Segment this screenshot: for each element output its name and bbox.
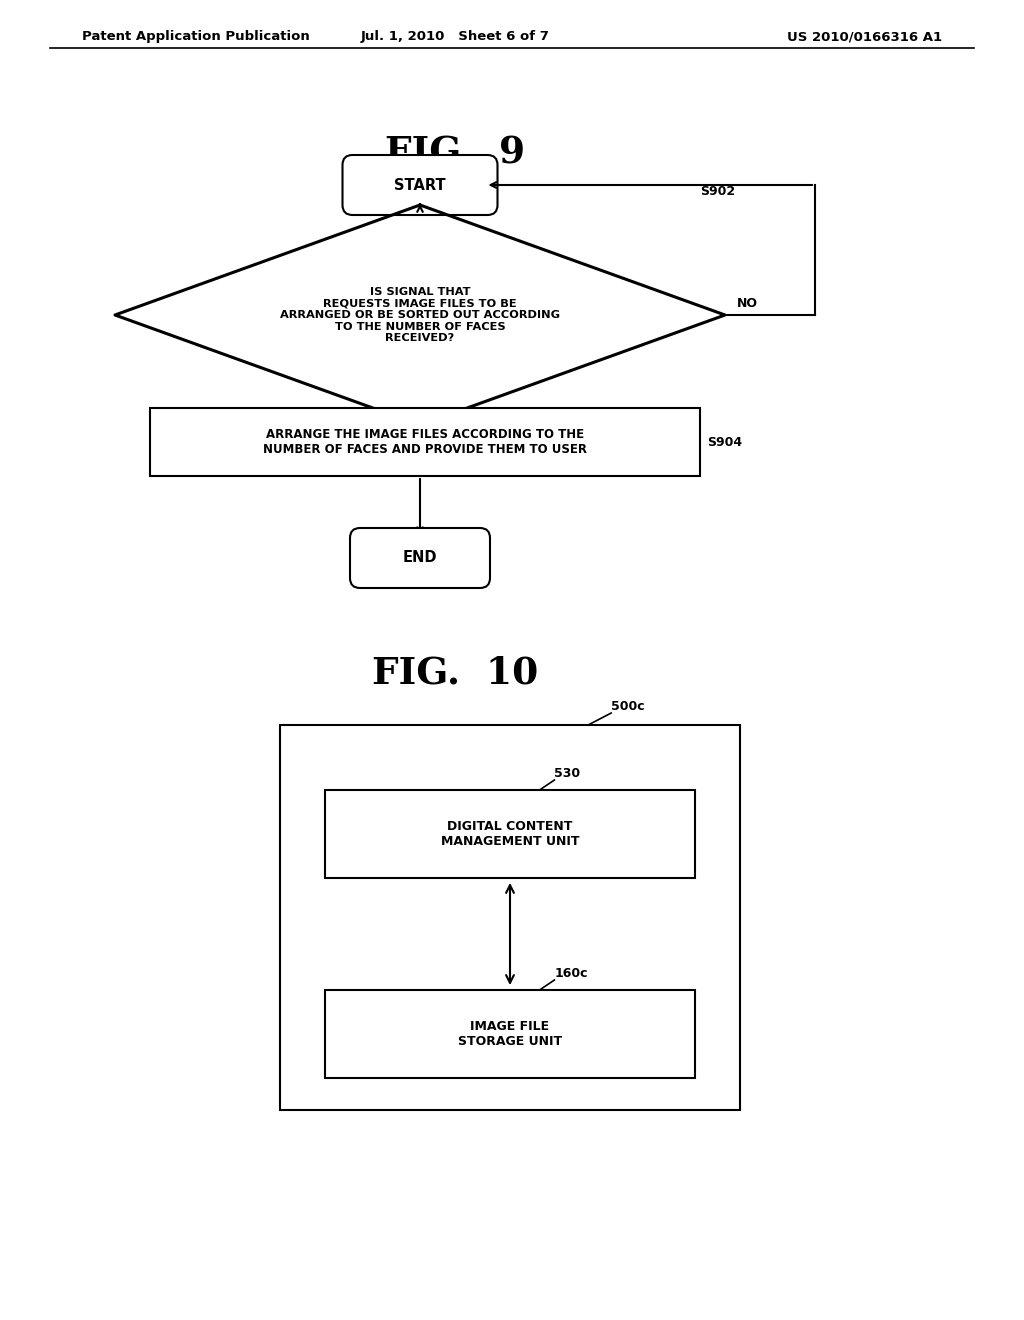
Polygon shape [115, 205, 725, 425]
Text: US 2010/0166316 A1: US 2010/0166316 A1 [786, 30, 942, 44]
Text: DIGITAL CONTENT
MANAGEMENT UNIT: DIGITAL CONTENT MANAGEMENT UNIT [440, 820, 580, 847]
Text: ARRANGE THE IMAGE FILES ACCORDING TO THE
NUMBER OF FACES AND PROVIDE THEM TO USE: ARRANGE THE IMAGE FILES ACCORDING TO THE… [263, 428, 587, 455]
FancyBboxPatch shape [350, 528, 490, 587]
Text: IS SIGNAL THAT
REQUESTS IMAGE FILES TO BE
ARRANGED OR BE SORTED OUT ACCORDING
TO: IS SIGNAL THAT REQUESTS IMAGE FILES TO B… [280, 286, 560, 343]
Bar [325, 789, 695, 878]
Text: 160c: 160c [554, 968, 588, 979]
Text: Patent Application Publication: Patent Application Publication [82, 30, 309, 44]
Text: FIG.  9: FIG. 9 [385, 135, 525, 172]
Text: IMAGE FILE
STORAGE UNIT: IMAGE FILE STORAGE UNIT [458, 1020, 562, 1048]
Text: 530: 530 [554, 767, 581, 780]
Text: YES: YES [428, 430, 455, 444]
FancyBboxPatch shape [342, 154, 498, 215]
Text: FIG.  10: FIG. 10 [372, 655, 539, 692]
Text: S904: S904 [707, 436, 742, 449]
Bar [150, 408, 700, 477]
Text: END: END [402, 550, 437, 565]
Text: START: START [394, 177, 445, 193]
Bar [280, 725, 740, 1110]
Text: 500c: 500c [611, 700, 645, 713]
Text: Jul. 1, 2010   Sheet 6 of 7: Jul. 1, 2010 Sheet 6 of 7 [360, 30, 550, 44]
Text: S902: S902 [700, 185, 735, 198]
Text: NO: NO [737, 297, 758, 310]
Bar [325, 990, 695, 1078]
